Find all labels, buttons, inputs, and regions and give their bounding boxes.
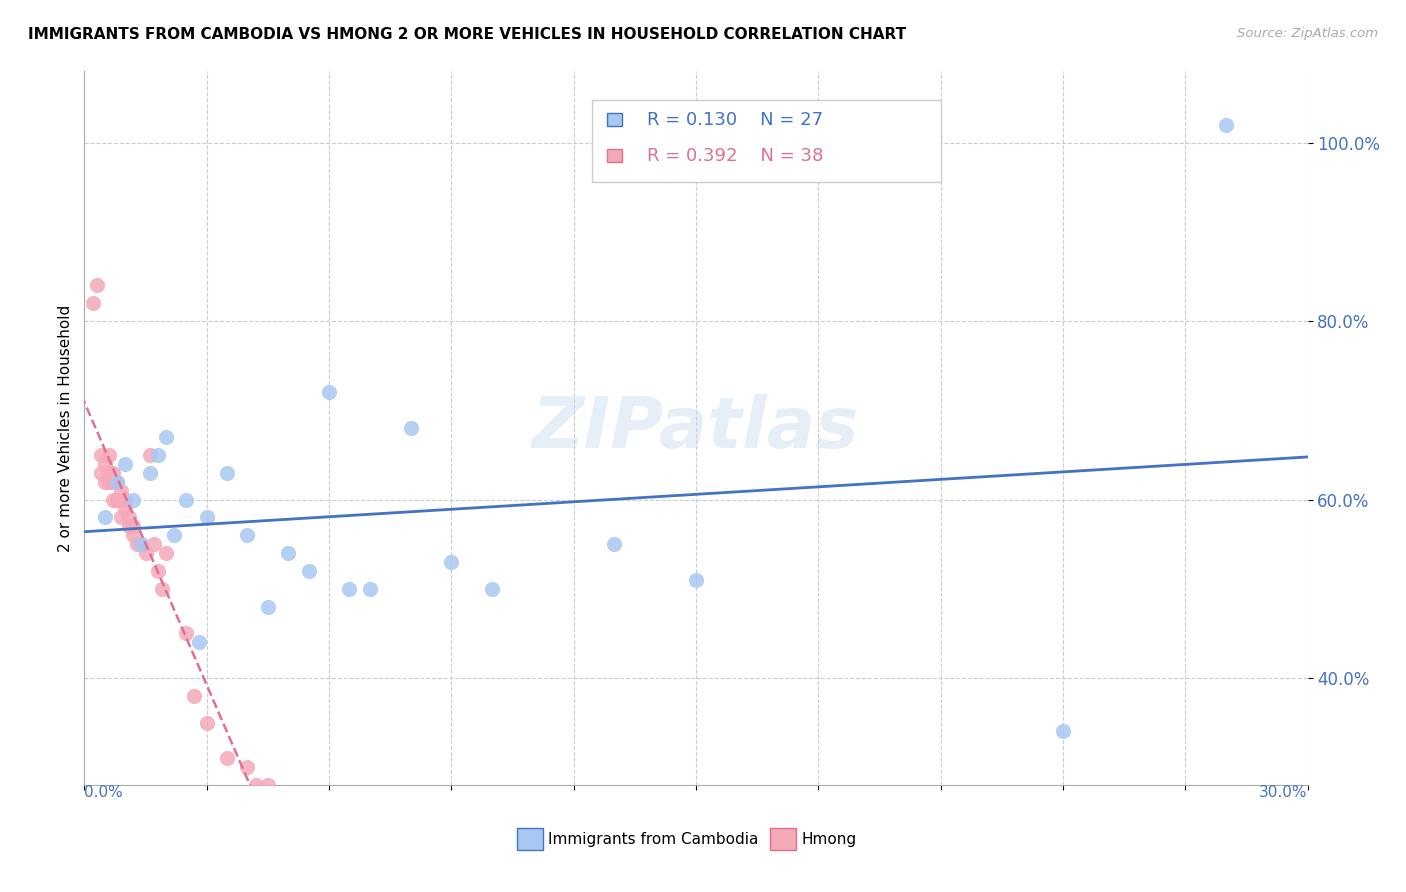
- Point: [110, 483, 132, 498]
- Text: 0.0%: 0.0%: [84, 785, 124, 800]
- Point: [122, 519, 145, 533]
- Point: [195, 510, 218, 524]
- Point: [90, 448, 112, 462]
- Text: R = 0.130    N = 27: R = 0.130 N = 27: [647, 111, 823, 128]
- Point: [685, 573, 707, 587]
- Bar: [592, 100, 941, 182]
- Point: [97, 466, 120, 480]
- Point: [1052, 724, 1074, 739]
- Point: [118, 510, 141, 524]
- Point: [236, 760, 259, 774]
- Point: [131, 537, 153, 551]
- Point: [217, 466, 239, 480]
- Point: [155, 546, 177, 560]
- Y-axis label: 2 or more Vehicles in Household: 2 or more Vehicles in Household: [58, 304, 73, 552]
- Point: [163, 528, 186, 542]
- Point: [399, 421, 422, 435]
- Point: [174, 626, 197, 640]
- Point: [93, 510, 115, 524]
- Point: [131, 537, 153, 551]
- Point: [440, 555, 463, 569]
- Point: [481, 582, 503, 596]
- Text: 30.0%: 30.0%: [1260, 785, 1308, 800]
- Point: [93, 475, 115, 489]
- Text: Source: ZipAtlas.com: Source: ZipAtlas.com: [1237, 27, 1378, 40]
- Text: R = 0.392    N = 38: R = 0.392 N = 38: [647, 146, 824, 164]
- Point: [146, 564, 169, 578]
- Point: [142, 537, 165, 551]
- Point: [127, 537, 149, 551]
- Point: [603, 537, 626, 551]
- Point: [146, 448, 169, 462]
- Point: [86, 278, 108, 293]
- Point: [82, 296, 104, 310]
- Point: [93, 457, 115, 471]
- Point: [183, 689, 205, 703]
- Point: [122, 492, 145, 507]
- Point: [138, 448, 160, 462]
- Point: [114, 492, 136, 507]
- Point: [339, 582, 361, 596]
- Point: [155, 430, 177, 444]
- Point: [97, 448, 120, 462]
- Text: IMMIGRANTS FROM CAMBODIA VS HMONG 2 OR MORE VEHICLES IN HOUSEHOLD CORRELATION CH: IMMIGRANTS FROM CAMBODIA VS HMONG 2 OR M…: [28, 27, 907, 42]
- Point: [245, 778, 267, 792]
- Point: [298, 564, 321, 578]
- Point: [105, 475, 128, 489]
- Bar: [606, 149, 621, 162]
- Point: [195, 715, 218, 730]
- Point: [174, 492, 197, 507]
- Point: [257, 778, 280, 792]
- Point: [150, 582, 173, 596]
- Point: [101, 466, 124, 480]
- Bar: [606, 113, 621, 127]
- Text: Immigrants from Cambodia: Immigrants from Cambodia: [548, 832, 759, 847]
- Point: [101, 475, 124, 489]
- Point: [318, 385, 340, 400]
- Point: [359, 582, 381, 596]
- Point: [97, 475, 120, 489]
- Point: [114, 457, 136, 471]
- Point: [135, 546, 157, 560]
- Point: [114, 501, 136, 516]
- Point: [236, 528, 259, 542]
- Point: [217, 751, 239, 765]
- Point: [122, 528, 145, 542]
- Point: [118, 519, 141, 533]
- Point: [257, 599, 280, 614]
- Point: [1215, 118, 1237, 132]
- Point: [277, 546, 299, 560]
- Point: [105, 492, 128, 507]
- Point: [138, 466, 160, 480]
- Point: [101, 492, 124, 507]
- Text: ZIPatlas: ZIPatlas: [533, 393, 859, 463]
- Point: [105, 492, 128, 507]
- Point: [105, 475, 128, 489]
- Point: [90, 466, 112, 480]
- Text: Hmong: Hmong: [801, 832, 856, 847]
- Point: [187, 635, 209, 649]
- Point: [110, 510, 132, 524]
